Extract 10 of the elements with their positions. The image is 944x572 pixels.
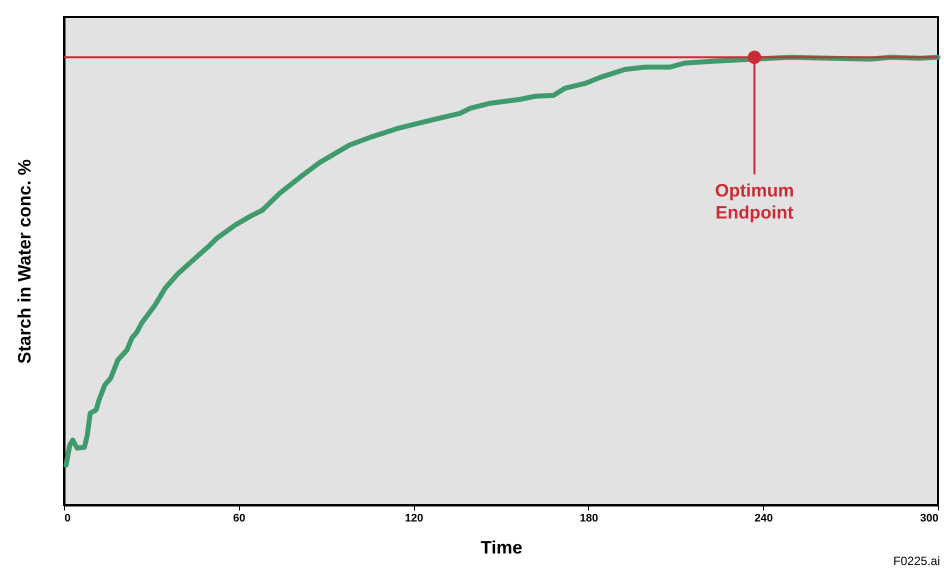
x-tick-label: 0 (64, 512, 71, 524)
x-axis-title: Time (480, 538, 522, 558)
text: F0225.ai (893, 554, 940, 568)
x-tick-label: 180 (580, 512, 598, 524)
x-tick-label: 60 (233, 512, 246, 524)
annotation: Optimum Endpoint (714, 180, 794, 222)
y-axis-title: Starch in Water conc. % (14, 159, 34, 364)
x-tick-label: 240 (754, 512, 773, 524)
x-tick-label: 120 (404, 512, 424, 524)
x-tick-label: 300 (920, 512, 938, 524)
